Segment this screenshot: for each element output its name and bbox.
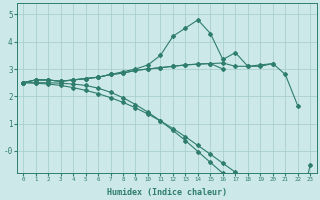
X-axis label: Humidex (Indice chaleur): Humidex (Indice chaleur) [107, 188, 227, 197]
